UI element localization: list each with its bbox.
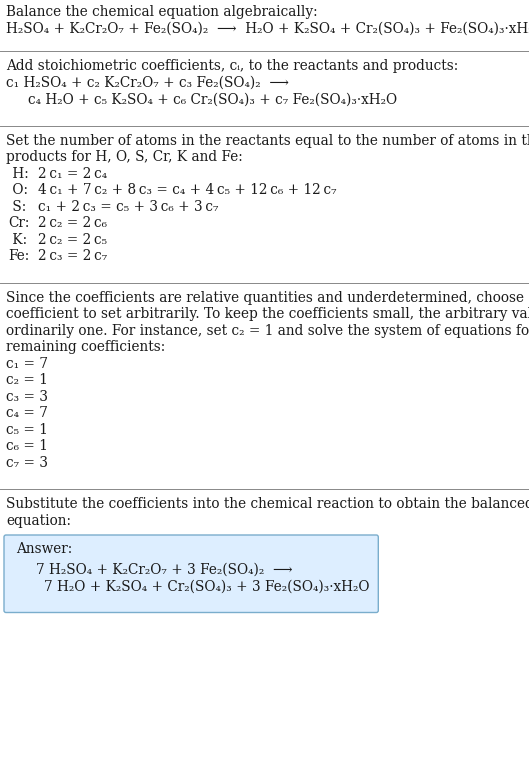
Text: c₇ = 3: c₇ = 3	[6, 456, 48, 470]
Text: remaining coefficients:: remaining coefficients:	[6, 340, 165, 354]
Text: 2 c₁ = 2 c₄: 2 c₁ = 2 c₄	[38, 167, 107, 181]
Text: Add stoichiometric coefficients, cᵢ, to the reactants and products:: Add stoichiometric coefficients, cᵢ, to …	[6, 60, 458, 74]
Text: c₁ + 2 c₃ = c₅ + 3 c₆ + 3 c₇: c₁ + 2 c₃ = c₅ + 3 c₆ + 3 c₇	[38, 200, 218, 214]
Text: Set the number of atoms in the reactants equal to the number of atoms in the: Set the number of atoms in the reactants…	[6, 134, 529, 148]
Text: 7 H₂O + K₂SO₄ + Cr₂(SO₄)₃ + 3 Fe₂(SO₄)₃·xH₂O: 7 H₂O + K₂SO₄ + Cr₂(SO₄)₃ + 3 Fe₂(SO₄)₃·…	[44, 580, 369, 594]
Text: c₃ = 3: c₃ = 3	[6, 390, 48, 404]
Text: c₅ = 1: c₅ = 1	[6, 423, 48, 437]
Text: c₄ = 7: c₄ = 7	[6, 406, 48, 420]
Text: 2 c₂ = 2 c₆: 2 c₂ = 2 c₆	[38, 216, 107, 230]
Text: c₁ = 7: c₁ = 7	[6, 356, 48, 370]
Text: c₆ = 1: c₆ = 1	[6, 439, 48, 453]
Text: products for H, O, S, Cr, K and Fe:: products for H, O, S, Cr, K and Fe:	[6, 150, 243, 164]
Text: c₄ H₂O + c₅ K₂SO₄ + c₆ Cr₂(SO₄)₃ + c₇ Fe₂(SO₄)₃·xH₂O: c₄ H₂O + c₅ K₂SO₄ + c₆ Cr₂(SO₄)₃ + c₇ Fe…	[28, 92, 397, 106]
Text: equation:: equation:	[6, 514, 71, 528]
Text: Balance the chemical equation algebraically:: Balance the chemical equation algebraica…	[6, 5, 317, 19]
Text: S:: S:	[8, 200, 26, 214]
Text: 7 H₂SO₄ + K₂Cr₂O₇ + 3 Fe₂(SO₄)₂  ⟶: 7 H₂SO₄ + K₂Cr₂O₇ + 3 Fe₂(SO₄)₂ ⟶	[36, 563, 293, 577]
Text: 2 c₂ = 2 c₅: 2 c₂ = 2 c₅	[38, 232, 107, 246]
Text: coefficient to set arbitrarily. To keep the coefficients small, the arbitrary va: coefficient to set arbitrarily. To keep …	[6, 308, 529, 322]
Text: H₂SO₄ + K₂Cr₂O₇ + Fe₂(SO₄)₂  ⟶  H₂O + K₂SO₄ + Cr₂(SO₄)₃ + Fe₂(SO₄)₃·xH₂O: H₂SO₄ + K₂Cr₂O₇ + Fe₂(SO₄)₂ ⟶ H₂O + K₂SO…	[6, 22, 529, 36]
Text: K:: K:	[8, 232, 27, 246]
Text: Answer:: Answer:	[16, 542, 72, 556]
Text: c₁ H₂SO₄ + c₂ K₂Cr₂O₇ + c₃ Fe₂(SO₄)₂  ⟶: c₁ H₂SO₄ + c₂ K₂Cr₂O₇ + c₃ Fe₂(SO₄)₂ ⟶	[6, 76, 289, 90]
Text: Substitute the coefficients into the chemical reaction to obtain the balanced: Substitute the coefficients into the che…	[6, 498, 529, 512]
FancyBboxPatch shape	[4, 535, 378, 612]
Text: 2 c₃ = 2 c₇: 2 c₃ = 2 c₇	[38, 250, 107, 264]
Text: H:: H:	[8, 167, 29, 181]
Text: 4 c₁ + 7 c₂ + 8 c₃ = c₄ + 4 c₅ + 12 c₆ + 12 c₇: 4 c₁ + 7 c₂ + 8 c₃ = c₄ + 4 c₅ + 12 c₆ +…	[38, 184, 336, 198]
Text: O:: O:	[8, 184, 28, 198]
Text: c₂ = 1: c₂ = 1	[6, 374, 48, 388]
Text: Cr:: Cr:	[8, 216, 30, 230]
Text: Fe:: Fe:	[8, 250, 29, 264]
Text: Since the coefficients are relative quantities and underdetermined, choose a: Since the coefficients are relative quan…	[6, 291, 529, 305]
Text: ordinarily one. For instance, set c₂ = 1 and solve the system of equations for t: ordinarily one. For instance, set c₂ = 1…	[6, 324, 529, 338]
